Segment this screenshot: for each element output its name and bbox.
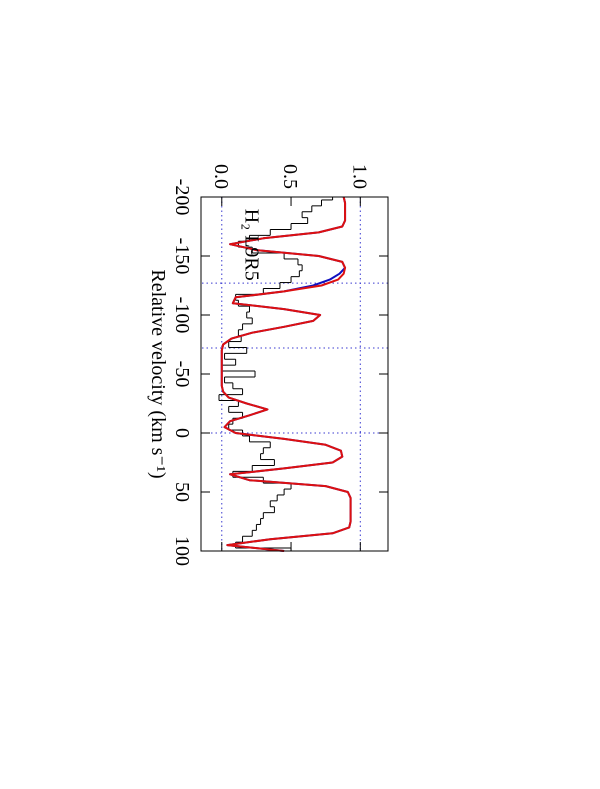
x-tick-label: 0 — [171, 428, 193, 438]
x-tick-label: -200 — [171, 179, 193, 216]
y-tick-label: 0.0 — [210, 164, 232, 189]
x-tick-label: -150 — [171, 238, 193, 275]
annotation: H₂ L9R5 — [240, 209, 262, 281]
model-line — [220, 196, 352, 552]
x-tick-label: 100 — [171, 536, 193, 566]
x-tick-label: 50 — [171, 482, 193, 502]
x-tick-label: -50 — [171, 361, 193, 388]
x-axis-label: Relative velocity (km s⁻¹) — [147, 269, 169, 478]
rotated-plot: -200 -150 -100 -50 0 50 100 0.0 0.5 1.0 Relative v… — [147, 164, 389, 566]
y-tick-label: 1.0 — [348, 164, 370, 189]
y-tick-label: 0.5 — [279, 164, 301, 189]
x-tick-label: -100 — [171, 297, 193, 334]
